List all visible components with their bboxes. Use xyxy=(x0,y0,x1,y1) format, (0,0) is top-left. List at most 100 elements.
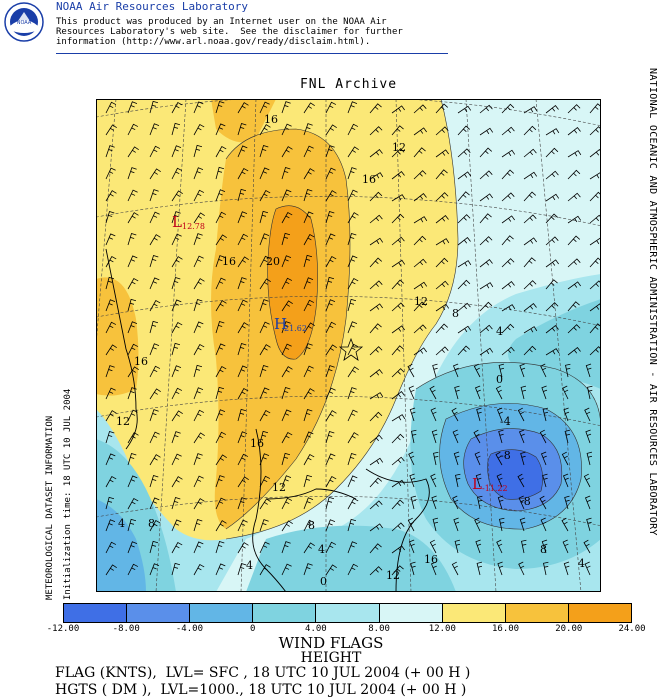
wind-barb-icon xyxy=(435,323,449,334)
wind-barb-icon xyxy=(281,343,292,356)
wind-barb-icon xyxy=(215,189,226,202)
wind-barb-icon xyxy=(435,192,449,202)
wind-barb-icon xyxy=(347,298,357,312)
wind-barb-icon xyxy=(303,233,315,246)
wind-barb-icon xyxy=(413,301,427,312)
wind-barb-icon xyxy=(281,255,292,268)
wind-barb-icon xyxy=(391,479,406,488)
wind-barb-icon xyxy=(431,429,438,444)
wind-barb-icon xyxy=(259,233,270,246)
wind-barb-icon xyxy=(303,277,314,290)
color-scale-segment xyxy=(379,604,443,622)
wind-barb-icon xyxy=(435,215,449,224)
wind-barb-icon xyxy=(281,277,293,290)
wind-barb-icon xyxy=(215,234,227,246)
wind-barb-icon xyxy=(545,302,559,312)
wind-barb-icon xyxy=(457,279,471,290)
color-scale-tick-label: -12.00 xyxy=(46,624,80,634)
wind-barb-icon xyxy=(259,453,270,466)
wind-barb-icon xyxy=(369,280,383,290)
wind-barb-icon xyxy=(455,473,461,488)
wind-barb-icon xyxy=(409,407,416,422)
contour-label: 16 xyxy=(250,437,264,450)
wind-barb-icon xyxy=(435,149,449,158)
wind-barb-icon xyxy=(281,520,293,532)
contour-label: 12 xyxy=(116,415,130,428)
wind-barb-icon xyxy=(541,539,548,554)
color-scale-tick-label: 24.00 xyxy=(618,624,646,634)
wind-barb-icon xyxy=(325,255,337,268)
wind-barb-icon xyxy=(565,363,571,378)
contour-label: 4 xyxy=(578,557,585,570)
wind-barb-icon xyxy=(452,429,459,444)
wind-barb-icon xyxy=(281,232,291,246)
wind-barb-icon xyxy=(432,517,439,532)
wind-barb-icon xyxy=(454,539,461,554)
wind-barb-icon xyxy=(193,563,205,576)
wind-barb-icon xyxy=(457,148,471,158)
wind-barb-icon xyxy=(347,212,359,224)
wind-barb-icon xyxy=(539,495,547,510)
wind-barb-icon xyxy=(347,387,357,400)
wind-barb-icon xyxy=(501,192,515,202)
wind-barb-icon xyxy=(563,407,570,422)
wind-barb-icon xyxy=(347,167,357,180)
wind-barb-icon xyxy=(105,276,115,290)
wind-barb-icon xyxy=(303,563,313,576)
wind-barb-icon xyxy=(171,256,183,268)
wind-barb-icon xyxy=(457,125,471,136)
wind-barb-icon xyxy=(281,452,291,466)
wind-barb-icon xyxy=(171,277,181,290)
wind-barb-icon xyxy=(281,563,292,576)
wind-barb-icon xyxy=(567,192,581,202)
height-band-20-24 xyxy=(267,205,318,360)
wind-barb-icon xyxy=(149,343,160,356)
wind-barb-icon xyxy=(479,282,494,290)
wind-barb-icon xyxy=(259,210,269,224)
wind-barb-icon xyxy=(413,235,427,246)
wind-barb-icon xyxy=(567,347,581,356)
wind-barb-icon xyxy=(105,124,117,136)
contour-label-group: 16 12 16 16 20 16 12 16 12 8 4 0 -4 -8 -… xyxy=(116,113,585,588)
wind-barb-icon xyxy=(171,342,181,356)
wind-barb-icon xyxy=(452,495,459,510)
wind-barb-icon xyxy=(127,146,139,158)
wind-barb-icon xyxy=(325,519,336,532)
coastlines xyxy=(105,248,430,592)
wind-barb-icon xyxy=(237,211,248,224)
wind-barb-icon xyxy=(391,125,404,136)
wind-barb-icon xyxy=(563,561,570,576)
wind-barb-icon xyxy=(215,255,225,268)
wind-barb-icon xyxy=(545,325,559,334)
wind-barb-icon xyxy=(562,385,569,400)
wind-barb-icon xyxy=(501,103,515,114)
header-divider xyxy=(56,53,448,54)
wind-barb-icon xyxy=(127,212,139,224)
wind-barb-icon xyxy=(149,431,160,444)
wind-barb-icon xyxy=(281,300,293,312)
wind-barb-icon xyxy=(215,123,226,136)
wind-barb-icon xyxy=(347,233,357,246)
wind-barb-icon xyxy=(215,454,227,466)
wind-barb-icon xyxy=(589,237,601,246)
wind-barb-icon xyxy=(523,125,537,136)
wind-barb-icon xyxy=(430,561,437,576)
map-frame xyxy=(96,99,601,592)
wind-barb-icon xyxy=(259,430,269,444)
wind-barb-icon xyxy=(501,346,515,356)
wind-barb-icon xyxy=(435,238,450,246)
wind-barb-icon xyxy=(451,407,459,422)
wind-barb-icon xyxy=(215,300,227,312)
wind-barb-icon xyxy=(453,451,460,466)
contour-label: 12 xyxy=(414,295,428,308)
wind-barb-icon xyxy=(325,344,337,356)
wind-barb-icon xyxy=(303,211,314,224)
wind-barb-icon xyxy=(127,541,138,554)
wind-barb-icon xyxy=(586,517,592,532)
wind-barb-icon xyxy=(501,235,514,246)
wind-barb-icon xyxy=(477,495,483,510)
wind-barb-icon xyxy=(303,102,315,114)
wind-barb-icon xyxy=(171,476,183,488)
wind-barb-icon xyxy=(391,194,406,202)
wind-barb-icon xyxy=(347,475,358,488)
